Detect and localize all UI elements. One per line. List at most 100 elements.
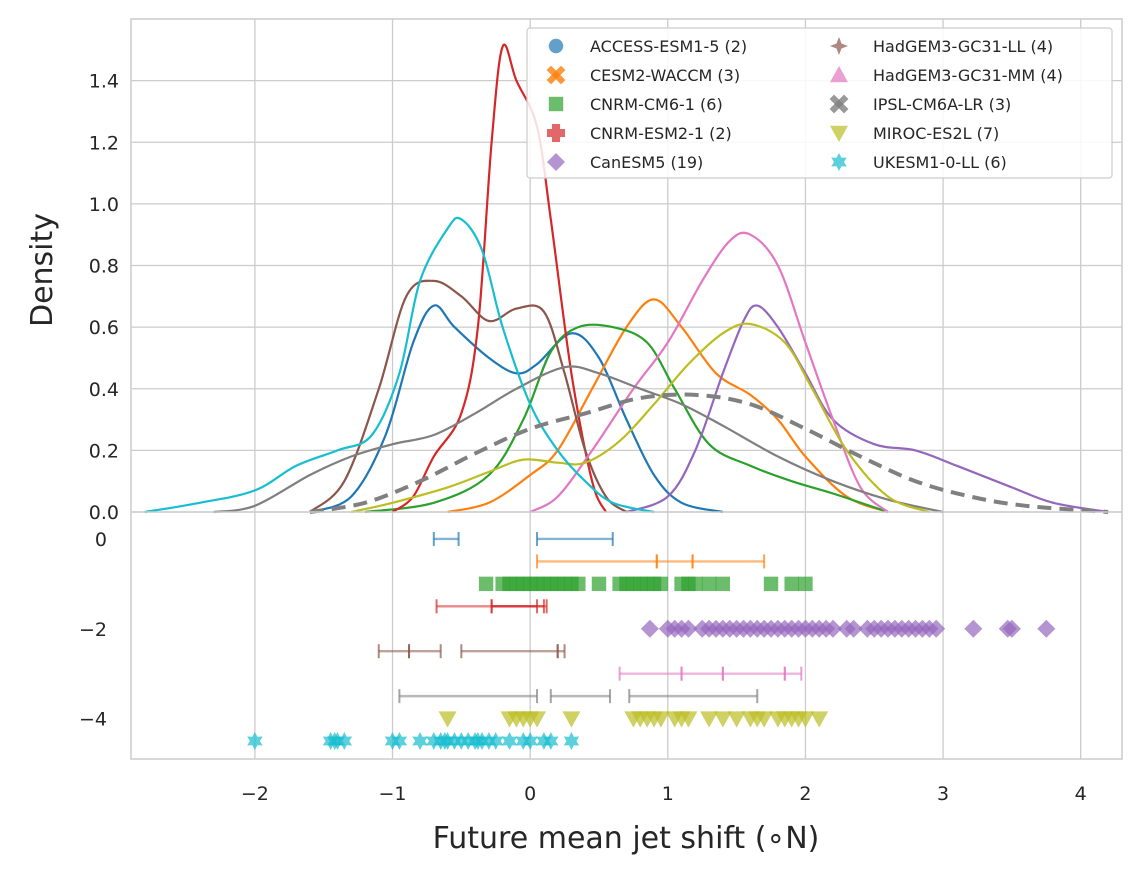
legend-item: ACCESS-ESM1-5 (2) bbox=[548, 37, 747, 56]
strip-point bbox=[823, 619, 842, 638]
legend-marker bbox=[547, 124, 565, 142]
density-curve bbox=[309, 279, 628, 513]
strip-point bbox=[651, 711, 670, 728]
strip-point bbox=[478, 576, 494, 592]
strip-point bbox=[844, 619, 863, 638]
density-curves bbox=[144, 43, 1109, 514]
strip-point bbox=[1037, 619, 1056, 638]
strip-point bbox=[563, 732, 580, 750]
legend-label: UKESM1-0-LL (6) bbox=[873, 153, 1007, 172]
legend-label: ACCESS-ESM1-5 (2) bbox=[590, 37, 747, 56]
strip-row bbox=[618, 666, 803, 681]
x-axis-label: Future mean jet shift (∘N) bbox=[433, 821, 820, 856]
strip-point bbox=[763, 576, 779, 592]
legend-item: MIROC-ES2L (7) bbox=[830, 124, 999, 143]
legend-marker bbox=[829, 94, 849, 114]
legend-label: MIROC-ES2L (7) bbox=[873, 124, 999, 143]
strip-point bbox=[391, 732, 408, 750]
legend-item: IPSL-CM6A-LR (3) bbox=[829, 94, 1011, 114]
strip-tick-label: −2 bbox=[79, 619, 107, 641]
strip-plot bbox=[247, 531, 1056, 750]
legend-marker bbox=[546, 65, 566, 85]
legend-marker-stroke bbox=[546, 65, 566, 85]
legend-label: HadGEM3-GC31-LL (4) bbox=[873, 37, 1053, 56]
density-tick-label: 1.0 bbox=[89, 194, 119, 216]
legend-label: CESM2-WACCM (3) bbox=[590, 66, 740, 85]
legend-item: HadGEM3-GC31-LL (4) bbox=[830, 37, 1053, 56]
strip-point bbox=[715, 576, 731, 592]
x-tick-label: 2 bbox=[799, 783, 811, 805]
strip-point bbox=[679, 619, 698, 638]
strip-point bbox=[412, 732, 428, 750]
legend-label: IPSL-CM6A-LR (3) bbox=[873, 95, 1011, 114]
strip-row bbox=[536, 554, 766, 569]
strip-tick-label: 0 bbox=[95, 529, 107, 551]
density-curve bbox=[350, 322, 930, 514]
density-curve bbox=[213, 365, 944, 514]
legend-label: HadGEM3-GC31-MM (4) bbox=[873, 66, 1063, 85]
strip-point bbox=[515, 732, 532, 750]
legend-label: CNRM-ESM2-1 (2) bbox=[590, 124, 732, 143]
strip-point bbox=[460, 732, 476, 750]
x-tick-label: −1 bbox=[379, 783, 407, 805]
legend-box bbox=[526, 27, 1113, 179]
strip-point bbox=[446, 732, 463, 750]
y-tick-labels: 0.0 0.2 0.4 0.6 0.8 1.0 1.2 1.4 0 −2 −4 bbox=[79, 71, 119, 731]
strip-point bbox=[474, 732, 490, 750]
legend-marker-stroke bbox=[829, 94, 849, 114]
legend-item: UKESM1-0-LL (6) bbox=[831, 153, 1007, 172]
strip-row bbox=[435, 599, 548, 614]
strip-point bbox=[528, 711, 547, 728]
strip-point bbox=[536, 732, 552, 750]
density-curve bbox=[626, 304, 1109, 514]
strip-point bbox=[755, 711, 774, 728]
legend-marker bbox=[547, 153, 565, 171]
x-tick-label: 4 bbox=[1075, 783, 1087, 805]
density-tick-label: 1.4 bbox=[89, 71, 119, 93]
legend-marker bbox=[548, 38, 564, 54]
strip-point bbox=[522, 732, 538, 750]
density-tick-label: 0.0 bbox=[89, 502, 119, 524]
strip-point bbox=[688, 576, 703, 592]
x-tick-label: 1 bbox=[662, 783, 674, 805]
strip-point bbox=[426, 732, 442, 750]
legend-item: HadGEM3-GC31-MM (4) bbox=[830, 66, 1063, 85]
strip-row bbox=[377, 644, 566, 659]
x-tick-labels: −2 −1 0 1 2 3 4 bbox=[241, 783, 1087, 805]
strip-point bbox=[481, 732, 497, 750]
density-tick-label: 0.6 bbox=[89, 317, 119, 339]
density-tick-label: 0.2 bbox=[89, 440, 119, 462]
strip-point bbox=[487, 732, 504, 750]
strip-point bbox=[384, 732, 401, 750]
strip-row bbox=[398, 689, 759, 704]
strip-point bbox=[453, 732, 470, 750]
legend-item: CNRM-CM6-1 (6) bbox=[548, 95, 723, 114]
legend-label: CNRM-CM6-1 (6) bbox=[590, 95, 723, 114]
strip-point bbox=[640, 619, 659, 638]
density-tick-label: 0.4 bbox=[89, 379, 119, 401]
strip-point bbox=[247, 732, 263, 750]
density-curve bbox=[391, 43, 607, 513]
strip-point bbox=[964, 619, 983, 638]
strip-point bbox=[679, 711, 698, 728]
legend-item: CNRM-ESM2-1 (2) bbox=[547, 124, 732, 143]
ensemble-density-curve bbox=[309, 392, 1109, 514]
strip-point bbox=[438, 711, 457, 728]
x-tick-label: 3 bbox=[937, 783, 949, 805]
strip-row bbox=[247, 732, 580, 750]
strip-point bbox=[727, 711, 746, 728]
strip-row bbox=[438, 711, 829, 728]
legend-marker bbox=[830, 125, 848, 142]
density-curve bbox=[529, 231, 889, 513]
legend-item: CanESM5 (19) bbox=[547, 153, 703, 172]
y-axis-label: Density bbox=[25, 213, 60, 327]
legend-marker bbox=[830, 66, 848, 83]
x-tick-label: −2 bbox=[241, 783, 269, 805]
density-tick-label: 1.2 bbox=[89, 132, 119, 154]
legend-marker bbox=[831, 153, 847, 171]
plot-frame bbox=[130, 18, 1123, 760]
strip-point bbox=[784, 576, 799, 592]
strip-point bbox=[810, 711, 829, 728]
strip-row bbox=[640, 619, 1056, 638]
